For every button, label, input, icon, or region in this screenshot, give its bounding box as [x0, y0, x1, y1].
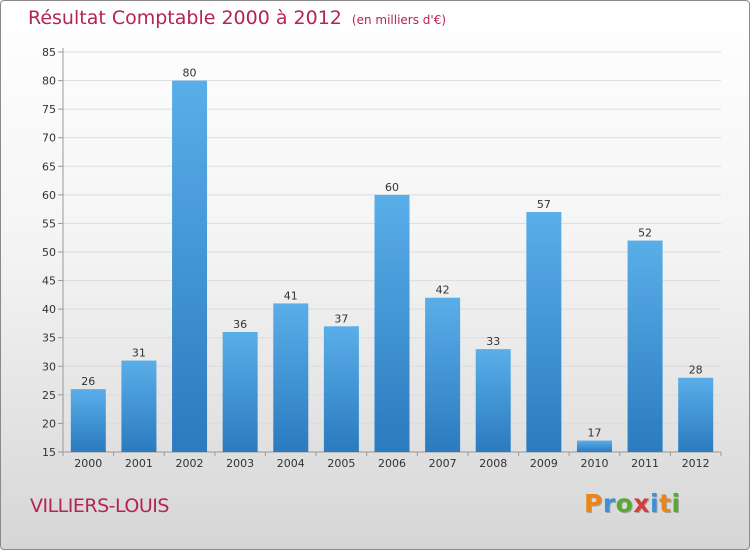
bar-2011: [627, 240, 663, 452]
data-label-2001: 31: [132, 347, 146, 360]
data-label-2002: 80: [183, 67, 197, 80]
data-label-2011: 52: [638, 227, 652, 240]
x-tick-label-2008: 2008: [479, 457, 507, 470]
data-label-2009: 57: [537, 198, 551, 211]
data-label-2006: 60: [385, 181, 399, 194]
data-label-2010: 17: [587, 427, 601, 440]
logo-letter: o: [615, 489, 634, 518]
x-tick-label-2009: 2009: [530, 457, 558, 470]
bar-2009: [526, 212, 562, 452]
y-tick-label: 25: [42, 389, 56, 402]
bars: [70, 80, 714, 453]
y-tick-label: 70: [42, 132, 56, 145]
data-label-2003: 36: [233, 318, 247, 331]
x-tick-label-2001: 2001: [125, 457, 153, 470]
bar-2002: [172, 80, 208, 453]
y-tick-label: 45: [42, 275, 56, 288]
bar-2001: [121, 360, 157, 452]
chart-title-text: Résultat Comptable 2000 à 2012: [28, 7, 342, 29]
y-tick-label: 80: [42, 75, 56, 88]
logo-letter: P: [584, 489, 603, 518]
data-label-2007: 42: [436, 284, 450, 297]
y-tick-label: 35: [42, 332, 56, 345]
bar-2006: [374, 194, 410, 452]
x-tick-label-2002: 2002: [176, 457, 204, 470]
x-tick-label-2010: 2010: [580, 457, 608, 470]
data-label-2000: 26: [81, 375, 95, 388]
y-tick-label: 20: [42, 417, 56, 430]
x-tick-label-2004: 2004: [277, 457, 305, 470]
logo-letter: r: [602, 489, 616, 518]
y-tick-label: 30: [42, 360, 56, 373]
bar-2012: [678, 377, 714, 452]
y-tick-label: 60: [42, 189, 56, 202]
data-label-2012: 28: [689, 364, 703, 377]
x-tick-label-2003: 2003: [226, 457, 254, 470]
bar-2003: [222, 332, 258, 452]
y-tick-label: 40: [42, 303, 56, 316]
data-label-2005: 37: [334, 312, 348, 325]
bar-2000: [70, 389, 106, 452]
logo-letter: i: [650, 489, 660, 518]
y-tick-label: 75: [42, 103, 56, 116]
bar-2005: [323, 326, 359, 452]
chart-subtitle: (en milliers d'€): [351, 13, 447, 27]
data-label-2004: 41: [284, 289, 298, 302]
y-tick-label: 50: [42, 246, 56, 259]
x-tick-label-2012: 2012: [682, 457, 710, 470]
x-tick-label-2011: 2011: [631, 457, 659, 470]
y-tick-label: 55: [42, 217, 56, 230]
place-name: VILLIERS-LOUIS: [30, 495, 169, 517]
bar-2008: [475, 349, 511, 452]
proxiti-logo[interactable]: Proxiti: [584, 489, 681, 518]
logo-letter: i: [671, 489, 681, 518]
x-tick-label-2006: 2006: [378, 457, 406, 470]
logo-letter: x: [633, 489, 650, 518]
bar-2004: [273, 303, 309, 452]
x-tick-label-2005: 2005: [327, 457, 355, 470]
y-tick-label: 85: [42, 46, 56, 59]
bar-2010: [576, 440, 612, 452]
logo-letter: t: [659, 489, 672, 518]
labels: 15 20 25 30 35 40 45 50 55 60 65 70 75 80 85 26 2000 31 20…: [42, 46, 710, 470]
x-tick-label-2000: 2000: [74, 457, 102, 470]
chart-title: Résultat Comptable 2000 à 2012 (en millie…: [28, 7, 446, 29]
data-label-2008: 33: [486, 335, 500, 348]
x-tick-label-2007: 2007: [429, 457, 457, 470]
bar-2007: [425, 297, 461, 452]
y-tick-label: 15: [42, 446, 56, 459]
y-tick-label: 65: [42, 160, 56, 173]
